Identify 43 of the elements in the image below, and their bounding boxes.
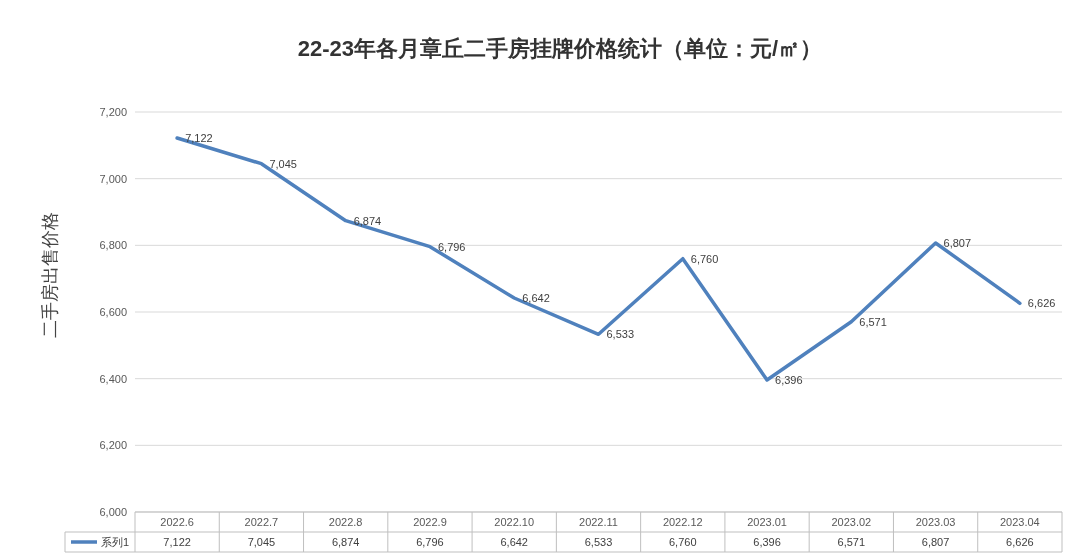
x-tick-label: 2022.6 [160,516,194,528]
data-label: 6,760 [669,536,697,548]
data-label: 6,396 [753,536,781,548]
x-tick-label: 2023.03 [915,516,956,528]
text: 6,626 [1027,297,1056,310]
text: 6,807 [943,237,972,249]
legend-label: 系列1 [101,536,130,548]
data-label: 6,571 [837,536,866,548]
x-tick-label: 2022.10 [494,516,535,528]
data-label: 6,807 [921,536,950,548]
x-tick-label: 2022.7 [244,516,279,528]
x-tick-label: 2022.11 [579,516,618,528]
y-tick-label: 7,000 [99,172,127,185]
data-label: 6,642 [500,536,528,548]
x-tick-label: 2022.9 [413,516,447,528]
y-tick-label: 6,600 [99,306,127,318]
x-tick-label: 2022.12 [662,516,703,528]
chart-title: 22-23年各月章丘二手房挂牌价格统计（单位：元/㎡） [297,36,823,61]
x-tick-label: 2023.02 [831,516,872,528]
data-label: 6,874 [331,536,360,548]
y-tick-label: 6,800 [99,239,127,252]
text: 7,045 [269,157,297,170]
data-label: 7,045 [247,536,276,548]
text: 6,874 [353,214,382,227]
x-tick-label: 2023.01 [747,516,787,528]
y-tick-label: 7,200 [99,106,127,118]
data-label: 6,626 [1006,536,1034,548]
data-label: 7,122 [163,536,191,548]
data-label: 6,796 [416,536,444,548]
text: 6,396 [775,374,803,386]
text: 6,796 [437,240,466,253]
text: 7,122 [185,132,213,144]
x-tick-label: 2023.04 [999,516,1040,528]
data-label: 6,533 [584,536,613,548]
y-tick-label: 6,400 [99,372,127,385]
y-axis-title: 二手房出售价格 [40,212,60,338]
text: 6,760 [690,252,719,265]
text: 6,533 [606,328,635,341]
x-tick-label: 2022.8 [328,516,363,528]
text: 6,642 [522,292,550,304]
y-tick-label: 6,000 [99,506,127,518]
text: 6,571 [859,315,887,328]
y-tick-label: 6,200 [99,439,127,452]
